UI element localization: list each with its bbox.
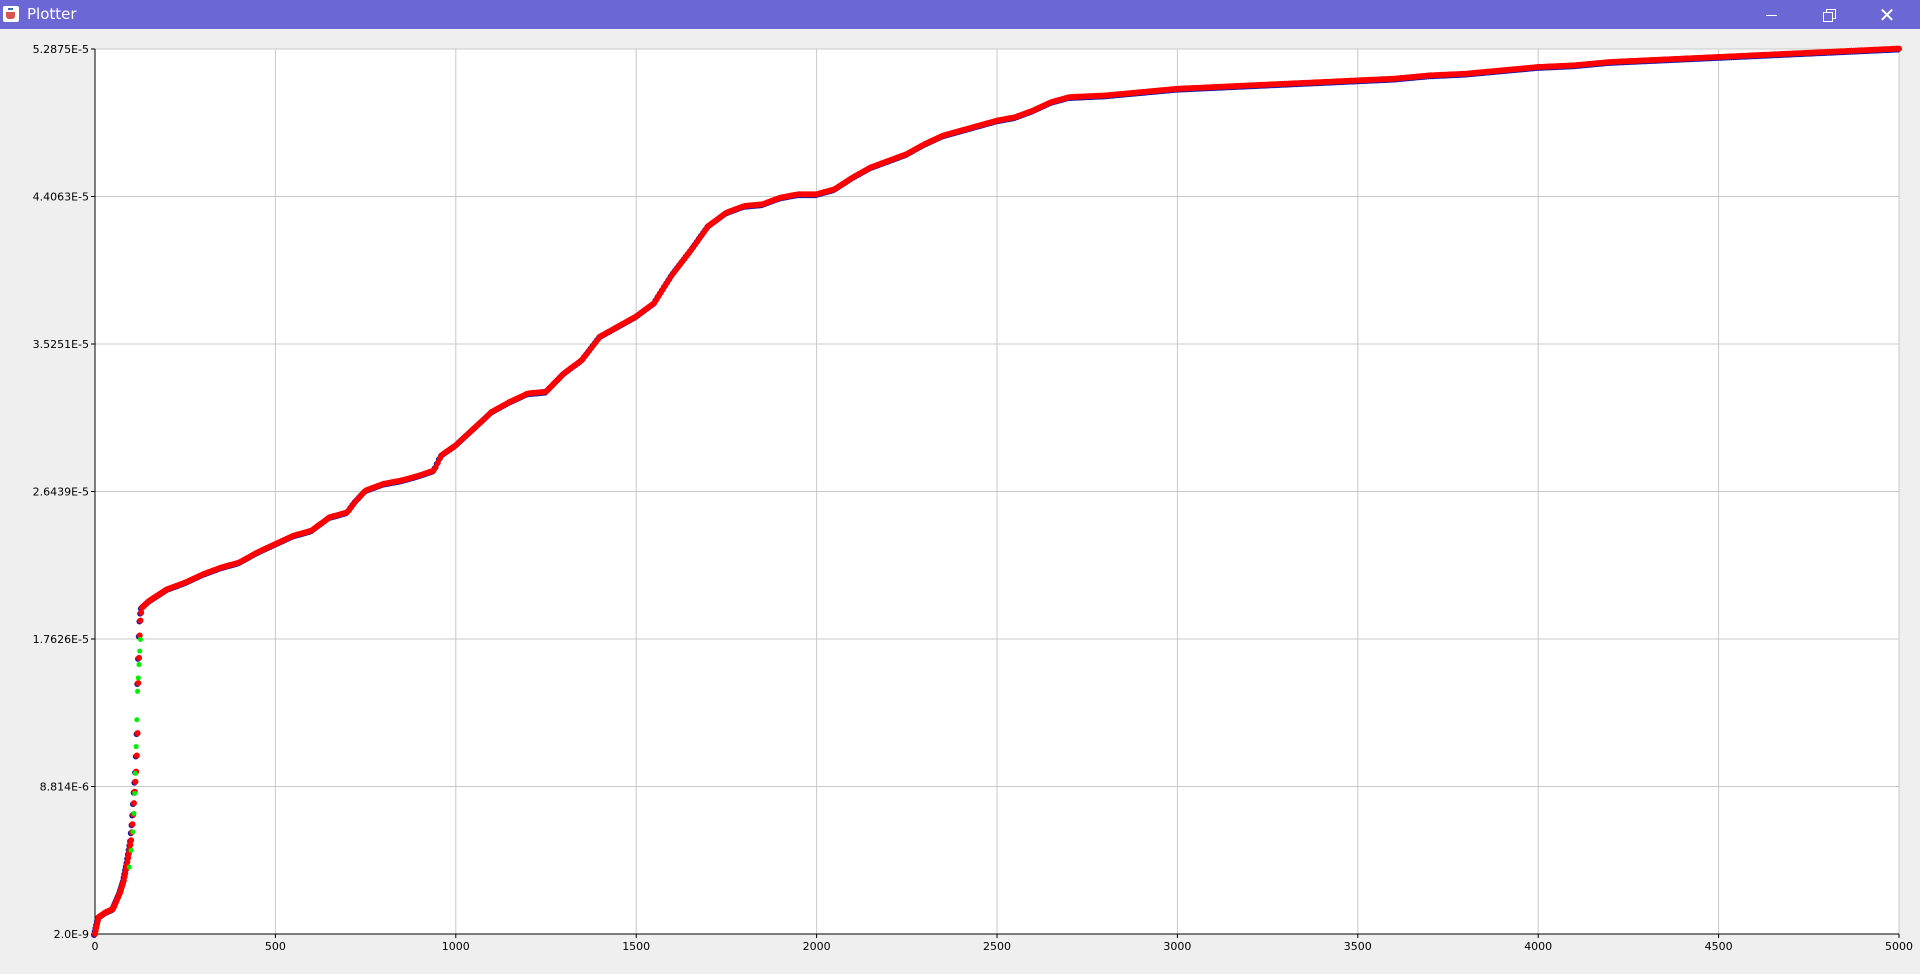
x-tick-label: 2000 (803, 940, 831, 953)
x-tick-label: 4000 (1524, 940, 1552, 953)
y-tick-label: 4.4063E-5 (33, 190, 89, 203)
data-point-main (432, 464, 439, 471)
data-point-green (128, 847, 134, 853)
restore-icon (1823, 8, 1836, 22)
data-point-green (133, 744, 139, 750)
data-point-main (132, 778, 139, 785)
data-point-green (130, 829, 136, 835)
x-tick-label: 3000 (1163, 940, 1191, 953)
data-point-green (132, 790, 138, 796)
data-point-green (137, 636, 143, 642)
data-point-main (136, 654, 143, 661)
data-point-main (1896, 45, 1902, 52)
window-title: Plotter (27, 5, 77, 23)
data-point-main (134, 730, 141, 737)
minimize-button[interactable] (1742, 0, 1800, 29)
x-tick-label: 0 (92, 940, 99, 953)
y-tick-label: 1.7626E-5 (33, 633, 89, 646)
minimize-icon (1765, 15, 1777, 16)
java-cup-icon (3, 6, 19, 22)
x-tick-label: 2500 (983, 940, 1011, 953)
data-point-main (129, 821, 136, 828)
close-button[interactable]: ✕ (1858, 0, 1916, 29)
restore-button[interactable] (1800, 0, 1858, 29)
x-tick-label: 5000 (1885, 940, 1913, 953)
data-point-main (137, 617, 144, 624)
window-titlebar: Plotter ✕ (0, 0, 1920, 29)
x-tick-label: 1000 (442, 940, 470, 953)
y-tick-label: 2.0E-9 (54, 928, 89, 941)
y-tick-label: 2.6439E-5 (33, 485, 89, 498)
data-point-main (130, 800, 137, 807)
x-tick-label: 500 (265, 940, 286, 953)
data-point-green (134, 717, 140, 723)
data-point-green (132, 770, 138, 776)
y-tick-label: 5.2875E-5 (33, 43, 89, 56)
y-tick-label: 3.5251E-5 (33, 338, 89, 351)
data-point-green (136, 662, 142, 668)
data-point-main (133, 752, 140, 759)
data-point-main (136, 632, 143, 639)
x-tick-label: 1500 (622, 940, 650, 953)
plot-area: 0 500 1000 1500 2000 2500 3000 3500 4000 4500 5000… (0, 29, 1920, 974)
data-point-main (128, 837, 135, 844)
y-tick-label: 8.814E-6 (40, 781, 89, 794)
close-icon: ✕ (1878, 2, 1896, 27)
data-point-main (135, 679, 142, 686)
x-tick-label: 3500 (1344, 940, 1372, 953)
data-point-green (135, 675, 141, 681)
data-point-green (131, 811, 137, 817)
data-point-green (137, 648, 143, 654)
scatter-chart: 0 500 1000 1500 2000 2500 3000 3500 4000 4500 5000… (33, 43, 1913, 953)
x-tick-label: 4500 (1705, 940, 1733, 953)
data-point-green (135, 688, 141, 694)
data-point-main (434, 459, 441, 466)
data-point-main (138, 609, 145, 616)
data-point-green (126, 864, 132, 870)
